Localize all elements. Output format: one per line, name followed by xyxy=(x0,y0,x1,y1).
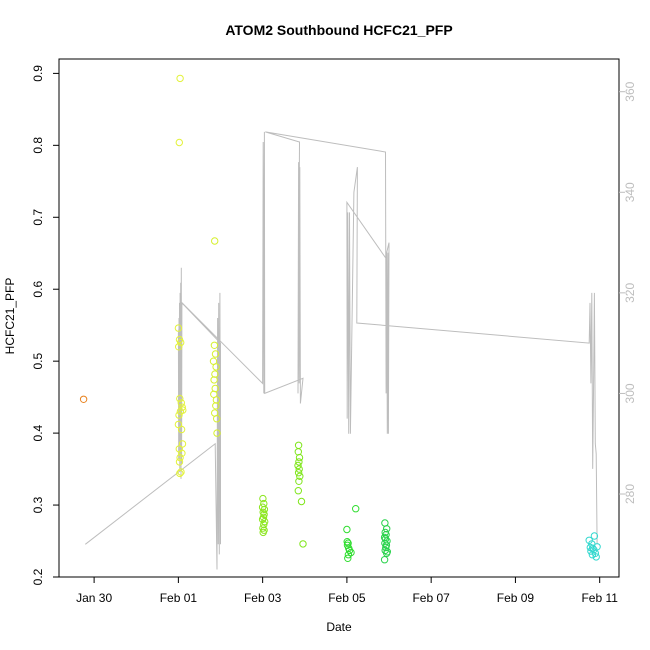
data-point xyxy=(381,539,389,547)
data-point xyxy=(258,503,267,511)
data-point xyxy=(295,453,304,462)
x-tick-label: Jan 30 xyxy=(76,591,112,605)
data-point xyxy=(261,517,269,526)
data-point xyxy=(294,441,303,449)
data-point xyxy=(176,74,184,83)
data-point xyxy=(175,343,183,351)
data-point xyxy=(179,406,187,414)
data-point xyxy=(174,420,183,429)
data-point xyxy=(175,411,183,419)
data-point xyxy=(380,556,389,564)
data-point xyxy=(294,469,303,477)
data-point xyxy=(175,138,184,147)
data-point xyxy=(294,448,302,456)
data-point xyxy=(211,370,219,378)
x-axis-label: Date xyxy=(326,620,352,634)
data-point xyxy=(210,376,218,384)
x-tick-label: Feb 11 xyxy=(581,591,618,605)
data-point xyxy=(294,487,302,495)
y-tick-label: 0.5 xyxy=(31,353,45,370)
data-point xyxy=(177,338,185,347)
data-point xyxy=(213,415,221,423)
data-point xyxy=(590,532,599,540)
data-point xyxy=(344,554,352,562)
x-tick-label: Feb 09 xyxy=(497,591,535,605)
data-point xyxy=(174,324,183,332)
data-point xyxy=(178,403,186,411)
data-point xyxy=(213,429,221,437)
data-point xyxy=(212,396,221,404)
data-point xyxy=(211,350,220,358)
data-point xyxy=(383,525,391,533)
y-tick-label: 0.3 xyxy=(31,496,45,513)
data-point xyxy=(79,395,88,403)
x-tick-label: Feb 03 xyxy=(244,591,282,605)
data-point xyxy=(210,341,219,349)
y-tick-label: 0.9 xyxy=(31,65,45,82)
data-point xyxy=(259,528,267,537)
points-layer xyxy=(79,74,601,564)
data-point xyxy=(383,549,391,557)
data-point xyxy=(592,553,600,561)
y2-tick-label: 300 xyxy=(623,383,637,403)
chart-title: ATOM2 Southbound HCFC21_PFP xyxy=(225,22,452,38)
x-tick-label: Feb 07 xyxy=(412,591,450,605)
data-point xyxy=(258,515,267,524)
data-point xyxy=(295,477,303,485)
data-point xyxy=(177,468,185,476)
data-point xyxy=(260,499,268,508)
y-tick-label: 0.6 xyxy=(31,281,45,298)
data-point xyxy=(260,510,268,519)
data-point xyxy=(259,494,267,503)
plot-frame xyxy=(58,58,620,578)
data-point xyxy=(295,465,303,473)
data-point xyxy=(344,551,353,559)
data-point xyxy=(212,363,220,371)
data-point xyxy=(590,546,598,554)
axes-layer: 0.2 0.3 0.4 0.5 0.6 0.7 0.8 0.9 280 300 320 340 360 J… xyxy=(31,58,637,605)
data-point xyxy=(299,540,307,548)
y-tick-label: 0.4 xyxy=(31,424,45,441)
secondary-trace-line xyxy=(84,131,598,570)
data-point xyxy=(343,525,351,534)
data-point xyxy=(297,497,306,506)
data-point xyxy=(260,520,268,529)
y2-tick-label: 360 xyxy=(623,81,637,101)
data-point xyxy=(296,472,304,480)
y2-tick-label: 320 xyxy=(623,283,637,303)
data-point xyxy=(352,505,360,513)
data-point xyxy=(382,543,390,552)
secondary-trace-layer xyxy=(84,131,598,570)
data-point xyxy=(345,546,354,555)
data-point xyxy=(588,551,597,559)
y-tick-label: 0.2 xyxy=(31,568,45,585)
data-point xyxy=(295,458,303,466)
data-point xyxy=(176,394,184,403)
data-point xyxy=(211,237,219,245)
y-tick-label: 0.7 xyxy=(31,209,45,226)
data-point xyxy=(176,453,184,462)
x-tick-label: Feb 05 xyxy=(328,591,366,605)
y-axis-label: HCFC21_PFP xyxy=(3,278,17,355)
data-point xyxy=(175,458,184,466)
y2-tick-label: 280 xyxy=(623,484,637,504)
x-tick-label: Feb 01 xyxy=(160,591,198,605)
y2-tick-label: 340 xyxy=(623,182,637,202)
data-point xyxy=(178,449,186,457)
y-tick-label: 0.8 xyxy=(31,137,45,154)
data-point xyxy=(212,402,220,410)
data-point xyxy=(294,461,302,470)
data-point xyxy=(177,399,186,407)
data-point xyxy=(176,469,184,478)
